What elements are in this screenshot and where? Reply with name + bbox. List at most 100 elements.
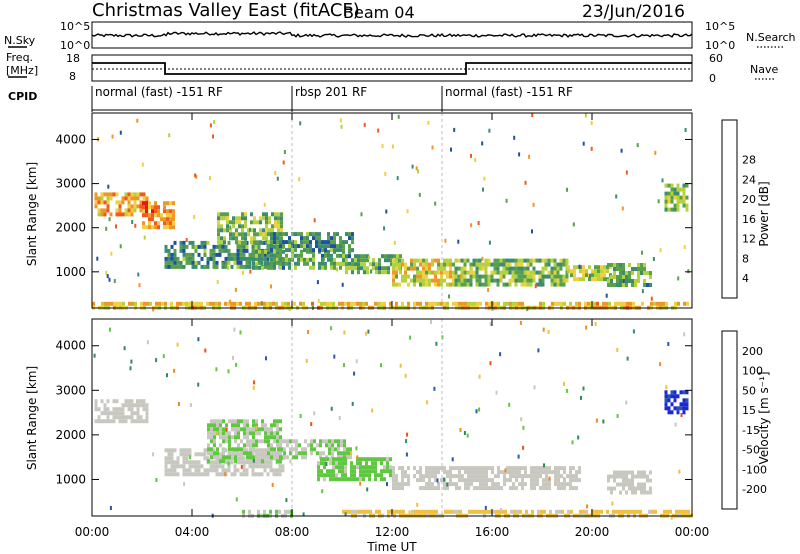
data-cell [342, 262, 345, 267]
data-cell [334, 447, 337, 452]
data-cell [508, 270, 512, 275]
data-cell [368, 465, 371, 470]
data-cell [485, 482, 488, 487]
data-cell [255, 443, 258, 448]
data-cell [261, 253, 264, 258]
data-cell [419, 478, 422, 483]
data-cell [127, 212, 131, 217]
scatter-cell [605, 293, 608, 298]
data-cell [343, 451, 346, 456]
scatter-cell [399, 363, 402, 368]
data-cell [351, 266, 354, 271]
data-cell [484, 270, 488, 275]
data-cell [244, 232, 247, 237]
data-cell [417, 509, 420, 514]
scatter-cell [434, 201, 437, 206]
data-cell [526, 274, 530, 279]
data-cell [475, 278, 479, 283]
data-cell [251, 472, 255, 477]
data-cell [163, 225, 166, 230]
data-cell [194, 260, 198, 265]
data-cell [345, 258, 348, 263]
data-cell [197, 472, 201, 477]
data-cell [398, 282, 401, 287]
data-cell [670, 207, 674, 212]
data-cell [452, 301, 455, 306]
data-cell [667, 398, 671, 403]
data-cell [324, 253, 327, 258]
data-cell [682, 203, 686, 208]
scatter-cell [152, 307, 155, 312]
data-cell [130, 407, 134, 412]
data-cell [170, 264, 174, 269]
data-cell [279, 435, 282, 440]
data-cell [115, 415, 119, 420]
data-cell [270, 244, 273, 249]
data-cell [600, 269, 603, 274]
scatter-cell [417, 169, 420, 174]
data-cell [569, 301, 572, 306]
scatter-cell [615, 194, 618, 199]
data-cell [232, 236, 235, 241]
data-cell [600, 273, 603, 278]
data-cell [288, 240, 291, 245]
scatter-cell [338, 416, 341, 420]
data-cell [607, 263, 610, 267]
data-cell [315, 236, 318, 241]
data-cell [330, 236, 333, 241]
data-cell [217, 220, 220, 225]
data-cell [279, 261, 282, 266]
data-cell [649, 271, 652, 275]
scatter-cell [263, 202, 266, 207]
data-cell [220, 236, 223, 241]
data-cell [389, 301, 392, 306]
data-cell [231, 419, 234, 424]
data-cell [398, 482, 401, 487]
data-cell [453, 509, 456, 514]
data-cell [163, 205, 166, 210]
colorbar-tick-label: -200 [742, 483, 767, 496]
data-cell [219, 431, 222, 436]
data-cell [317, 461, 320, 466]
scatter-cell [351, 401, 354, 406]
data-cell [294, 261, 297, 266]
data-cell [437, 466, 440, 471]
data-cell [273, 439, 276, 444]
data-cell [559, 278, 563, 283]
data-cell [194, 452, 198, 457]
colorbar-tick-label: 12 [742, 233, 756, 246]
data-cell [252, 253, 255, 258]
data-cell [148, 213, 151, 218]
data-cell [588, 265, 591, 270]
data-cell [413, 474, 416, 479]
data-cell [261, 249, 264, 254]
data-cell [169, 213, 172, 218]
data-cell [346, 447, 349, 452]
data-cell [252, 261, 255, 266]
data-cell [229, 232, 232, 237]
data-cell [182, 264, 186, 269]
scatter-cell [302, 512, 305, 517]
data-cell [673, 203, 677, 208]
data-cell [446, 474, 449, 479]
data-cell [628, 486, 631, 491]
data-cell [130, 415, 134, 420]
data-cell [321, 257, 324, 262]
data-cell [136, 399, 140, 404]
data-cell [324, 248, 327, 253]
data-cell [207, 459, 210, 464]
data-cell [326, 469, 329, 474]
data-cell [318, 240, 321, 245]
data-cell [559, 266, 563, 271]
data-cell [506, 478, 509, 483]
data-cell [626, 301, 629, 306]
data-cell [265, 240, 268, 245]
data-cell [511, 278, 515, 283]
data-cell [230, 252, 234, 257]
data-cell [127, 415, 131, 420]
data-cell [324, 261, 327, 266]
cpid-segment-label: normal (fast) -151 RF [95, 85, 223, 99]
data-cell [325, 443, 328, 448]
data-cell [612, 509, 615, 514]
